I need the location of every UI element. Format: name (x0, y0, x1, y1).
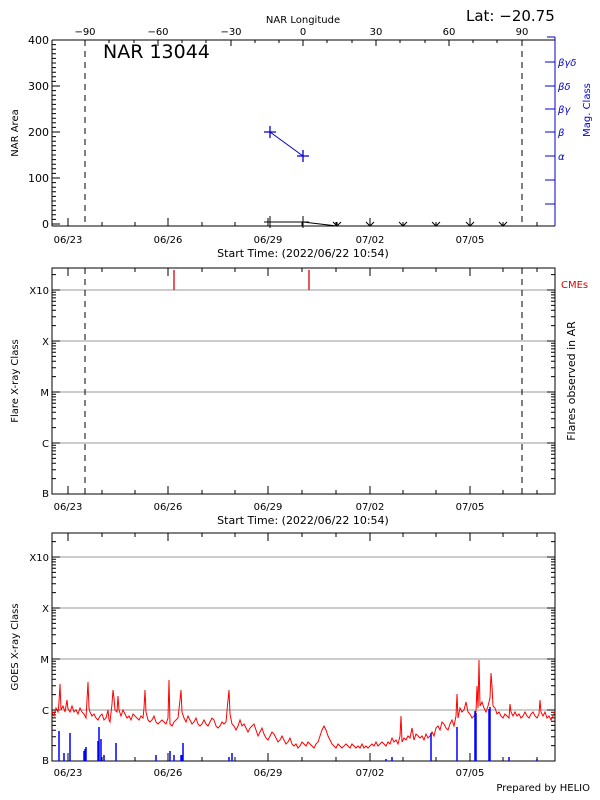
svg-text:C: C (42, 706, 49, 717)
svg-text:B: B (42, 756, 49, 767)
cme-markers (173, 270, 310, 290)
svg-text:07/02: 07/02 (356, 235, 385, 246)
x-axis-labels: 06/23 06/26 06/29 07/02 07/05 (54, 768, 485, 779)
panel-goes-xray: B C M X X10 GOES X-ray Class 06/23 06/26… (10, 532, 556, 779)
svg-text:C: C (42, 439, 49, 450)
top-axis-label: NAR Longitude (266, 15, 340, 26)
grid-lines (52, 556, 555, 711)
svg-text:07/02: 07/02 (356, 502, 385, 513)
svg-text:B: B (42, 489, 49, 500)
svg-text:−60: −60 (147, 27, 168, 38)
svg-text:07/05: 07/05 (456, 502, 485, 513)
y-axis-labels: B C M X X10 (29, 286, 49, 500)
svg-text:M: M (40, 388, 49, 399)
svg-text:06/29: 06/29 (254, 235, 283, 246)
svg-text:X: X (42, 337, 49, 348)
svg-text:βγ: βγ (557, 105, 571, 116)
x-axis-title: Start Time: (2022/06/22 10:54) (217, 247, 389, 260)
svg-text:06/23: 06/23 (54, 502, 83, 513)
svg-text:30: 30 (370, 27, 383, 38)
y-axis-labels: 0 100 200 300 400 (28, 34, 49, 231)
svg-text:X: X (42, 604, 49, 615)
svg-text:06/26: 06/26 (154, 502, 183, 513)
svg-text:200: 200 (28, 126, 49, 139)
svg-text:60: 60 (443, 27, 456, 38)
y-axis-labels: B C M X X10 (29, 553, 49, 767)
svg-text:βγδ: βγδ (557, 58, 576, 69)
svg-text:07/05: 07/05 (456, 235, 485, 246)
goes-flux-series (51, 659, 556, 749)
svg-text:X10: X10 (29, 553, 49, 564)
x-axis-labels: 06/23 06/26 06/29 07/02 07/05 (54, 502, 485, 513)
right-axis-title: Flares observed in AR (565, 321, 578, 441)
panel-nar-area: 0 100 200 300 400 NAR Area NAR 13044 α β… (10, 34, 593, 260)
flare-event-markers (58, 707, 538, 761)
svg-text:100: 100 (28, 172, 49, 185)
svg-text:90: 90 (516, 27, 529, 38)
svg-text:βδ: βδ (557, 82, 571, 93)
latitude-label: Lat: −20.75 (466, 7, 555, 25)
mag-class-axis-ticks (545, 61, 555, 205)
mag-class-series (264, 126, 309, 162)
mag-class-labels: α β βγ βδ βγδ (557, 58, 576, 163)
nar-area-series (264, 216, 508, 228)
svg-text:06/29: 06/29 (254, 768, 283, 779)
svg-text:06/29: 06/29 (254, 502, 283, 513)
x-axis-title: Start Time: (2022/06/22 10:54) (217, 514, 389, 527)
svg-text:07/02: 07/02 (356, 768, 385, 779)
svg-text:−30: −30 (220, 27, 241, 38)
cme-label: CMEs (561, 280, 588, 291)
panel-flare-class: B C M X X10 Flare X-ray Class CMEs Flare… (10, 267, 588, 527)
svg-text:β: β (557, 128, 565, 139)
mag-class-title: Mag. Class (582, 83, 593, 137)
svg-text:06/26: 06/26 (154, 235, 183, 246)
svg-text:06/26: 06/26 (154, 768, 183, 779)
svg-text:300: 300 (28, 80, 49, 93)
svg-text:−90: −90 (74, 27, 95, 38)
region-title: NAR 13044 (103, 41, 210, 63)
svg-text:06/23: 06/23 (54, 768, 83, 779)
svg-text:0: 0 (42, 218, 49, 231)
svg-text:06/23: 06/23 (54, 235, 83, 246)
x-axis-labels: 06/23 06/26 06/29 07/02 07/05 (54, 235, 485, 246)
y-axis-title: NAR Area (10, 109, 21, 156)
svg-text:400: 400 (28, 34, 49, 47)
svg-text:0: 0 (300, 27, 306, 38)
svg-text:07/05: 07/05 (456, 768, 485, 779)
svg-text:X10: X10 (29, 286, 49, 297)
footer-credit: Prepared by HELIO (496, 783, 590, 794)
longitude-tick-labels: −90 −60 −30 0 30 60 90 (74, 27, 528, 38)
y-axis-title: Flare X-ray Class (10, 339, 21, 423)
grid-lines (52, 289, 555, 444)
y-axis-ticks (52, 39, 60, 225)
svg-text:M: M (40, 655, 49, 666)
y-axis-title: GOES X-ray Class (10, 603, 21, 690)
svg-text:α: α (558, 152, 565, 163)
